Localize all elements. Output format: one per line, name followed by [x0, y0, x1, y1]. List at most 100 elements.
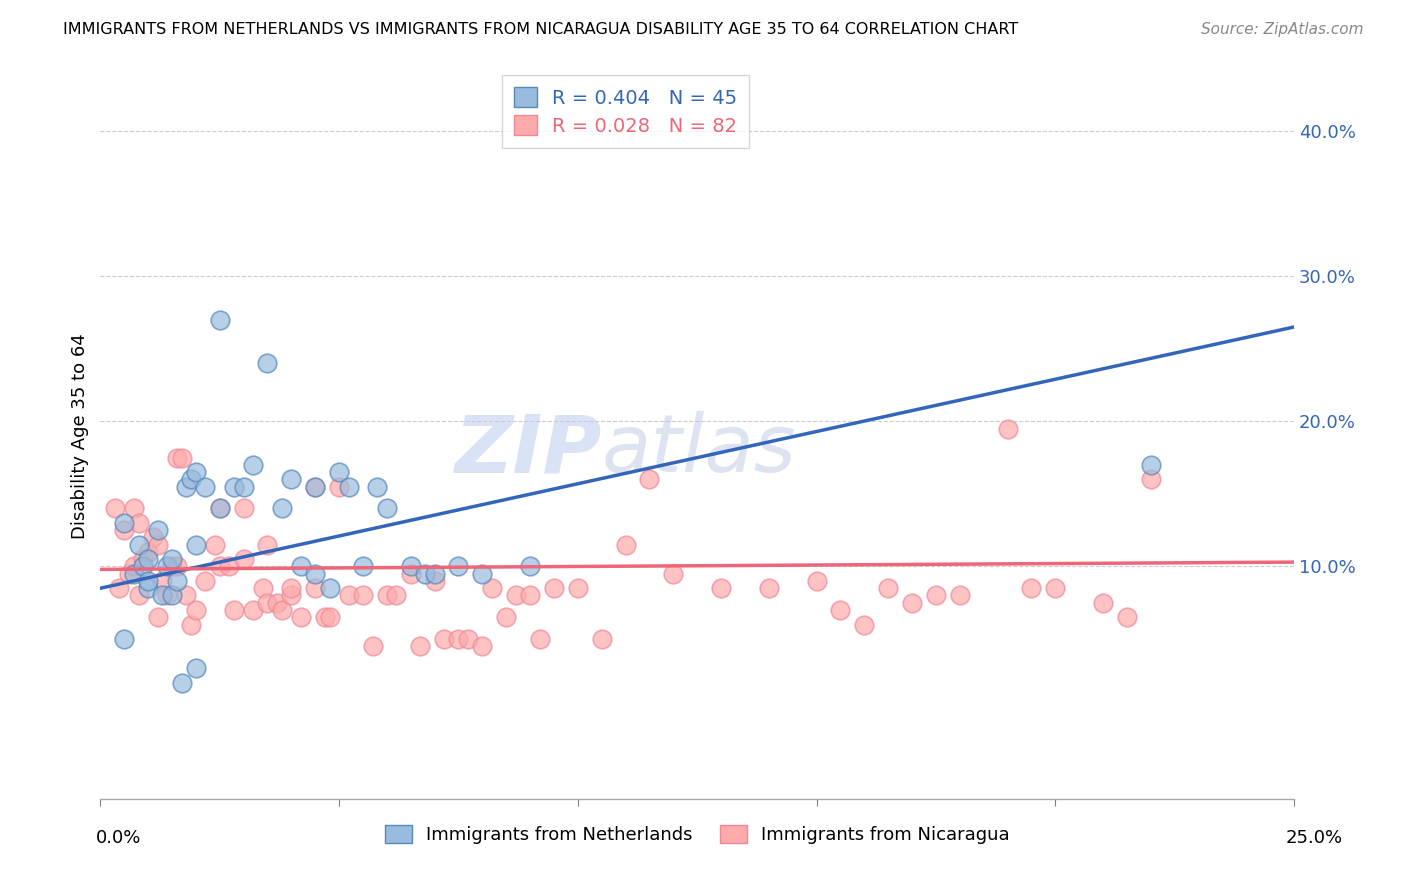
- Point: [519, 559, 541, 574]
- Point: [1140, 458, 1163, 472]
- Point: [423, 566, 446, 581]
- Point: [997, 421, 1019, 435]
- Point: [142, 531, 165, 545]
- Point: [853, 617, 876, 632]
- Point: [304, 480, 326, 494]
- Point: [166, 450, 188, 465]
- Point: [481, 581, 503, 595]
- Point: [180, 617, 202, 632]
- Point: [112, 523, 135, 537]
- Point: [118, 566, 141, 581]
- Text: 0.0%: 0.0%: [96, 829, 141, 847]
- Point: [567, 581, 589, 595]
- Point: [194, 574, 217, 588]
- Point: [1021, 581, 1043, 595]
- Point: [176, 480, 198, 494]
- Point: [375, 501, 398, 516]
- Point: [112, 632, 135, 646]
- Point: [352, 589, 374, 603]
- Point: [152, 589, 174, 603]
- Point: [304, 566, 326, 581]
- Point: [806, 574, 828, 588]
- Point: [280, 472, 302, 486]
- Point: [204, 538, 226, 552]
- Point: [949, 589, 972, 603]
- Point: [447, 632, 470, 646]
- Point: [266, 596, 288, 610]
- Point: [194, 480, 217, 494]
- Point: [830, 603, 852, 617]
- Point: [104, 501, 127, 516]
- Point: [222, 603, 245, 617]
- Legend: R = 0.404   N = 45, R = 0.028   N = 82: R = 0.404 N = 45, R = 0.028 N = 82: [502, 76, 749, 147]
- Point: [280, 589, 302, 603]
- Point: [337, 589, 360, 603]
- Point: [409, 640, 432, 654]
- Point: [208, 501, 231, 516]
- Point: [925, 589, 948, 603]
- Point: [270, 501, 292, 516]
- Point: [457, 632, 479, 646]
- Point: [184, 603, 207, 617]
- Point: [232, 480, 254, 494]
- Point: [519, 589, 541, 603]
- Point: [256, 356, 278, 370]
- Point: [136, 552, 159, 566]
- Text: 25.0%: 25.0%: [1285, 829, 1343, 847]
- Point: [146, 538, 169, 552]
- Point: [232, 552, 254, 566]
- Point: [1140, 472, 1163, 486]
- Point: [242, 458, 264, 472]
- Point: [1045, 581, 1067, 595]
- Y-axis label: Disability Age 35 to 64: Disability Age 35 to 64: [72, 333, 89, 539]
- Point: [156, 559, 179, 574]
- Point: [314, 610, 336, 624]
- Point: [122, 566, 145, 581]
- Point: [328, 465, 350, 479]
- Point: [166, 574, 188, 588]
- Point: [132, 552, 155, 566]
- Point: [232, 501, 254, 516]
- Point: [901, 596, 924, 610]
- Point: [184, 538, 207, 552]
- Text: Source: ZipAtlas.com: Source: ZipAtlas.com: [1201, 22, 1364, 37]
- Point: [543, 581, 565, 595]
- Point: [1092, 596, 1115, 610]
- Point: [222, 480, 245, 494]
- Point: [242, 603, 264, 617]
- Point: [328, 480, 350, 494]
- Point: [156, 589, 179, 603]
- Point: [877, 581, 900, 595]
- Point: [471, 640, 494, 654]
- Point: [471, 566, 494, 581]
- Point: [128, 516, 150, 530]
- Point: [184, 465, 207, 479]
- Point: [318, 581, 340, 595]
- Point: [280, 581, 302, 595]
- Point: [108, 581, 131, 595]
- Point: [413, 566, 436, 581]
- Point: [256, 596, 278, 610]
- Point: [505, 589, 527, 603]
- Point: [160, 552, 183, 566]
- Point: [136, 574, 159, 588]
- Point: [208, 559, 231, 574]
- Point: [591, 632, 613, 646]
- Point: [318, 610, 340, 624]
- Point: [136, 581, 159, 595]
- Point: [290, 610, 312, 624]
- Point: [361, 640, 384, 654]
- Point: [122, 501, 145, 516]
- Point: [166, 559, 188, 574]
- Point: [352, 559, 374, 574]
- Point: [423, 574, 446, 588]
- Point: [176, 589, 198, 603]
- Point: [208, 501, 231, 516]
- Point: [184, 661, 207, 675]
- Point: [399, 566, 422, 581]
- Point: [662, 566, 685, 581]
- Point: [128, 538, 150, 552]
- Point: [399, 559, 422, 574]
- Point: [256, 538, 278, 552]
- Point: [136, 545, 159, 559]
